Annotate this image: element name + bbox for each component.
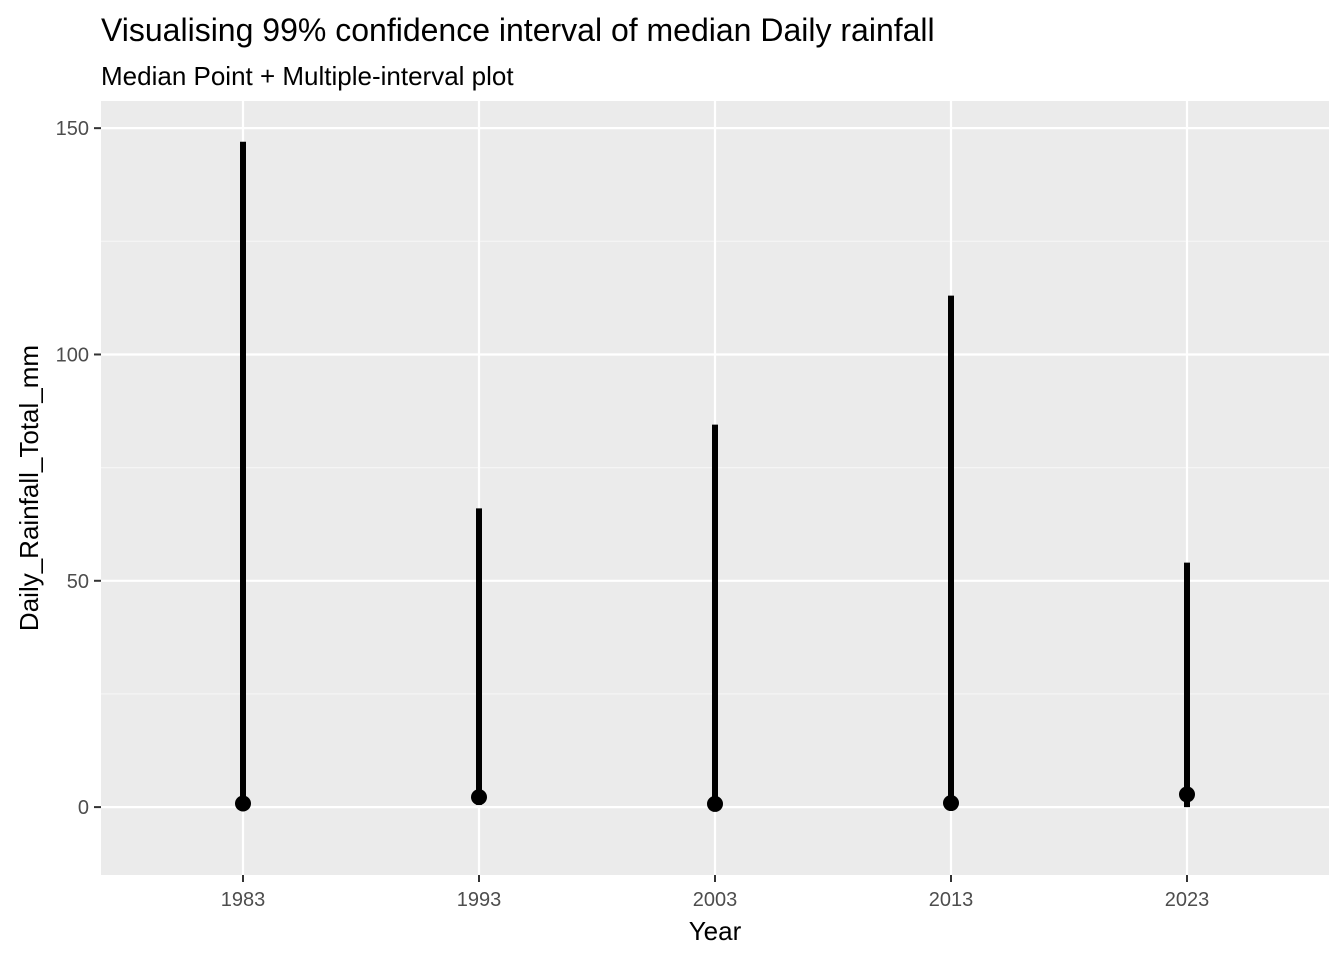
median-points xyxy=(235,786,1195,812)
median-point xyxy=(1179,786,1195,803)
y-tick-label: 100 xyxy=(56,344,89,366)
x-axis-title: Year xyxy=(689,916,742,946)
median-point xyxy=(235,795,251,812)
chart-subtitle: Median Point + Multiple-interval plot xyxy=(101,61,514,91)
median-point xyxy=(943,795,959,812)
y-tick-label: 50 xyxy=(67,571,89,593)
median-point xyxy=(471,789,487,806)
x-tick-label: 2023 xyxy=(1165,889,1210,911)
y-tick-label: 0 xyxy=(78,797,89,819)
x-axis-ticks: 1983 1993 2003 2013 2023 xyxy=(221,875,1210,911)
y-axis-title: Daily_Rainfall_Total_mm xyxy=(14,345,44,631)
x-tick-label: 2003 xyxy=(693,889,738,911)
y-tick-label: 150 xyxy=(56,118,89,140)
x-tick-label: 1983 xyxy=(221,889,266,911)
y-axis-ticks: 0 50 100 150 xyxy=(56,118,101,819)
confidence-intervals xyxy=(240,141,1190,808)
median-point xyxy=(707,795,723,812)
x-tick-label: 1993 xyxy=(457,889,502,911)
chart-title: Visualising 99% confidence interval of m… xyxy=(101,12,935,48)
x-tick-label: 2013 xyxy=(929,889,974,911)
